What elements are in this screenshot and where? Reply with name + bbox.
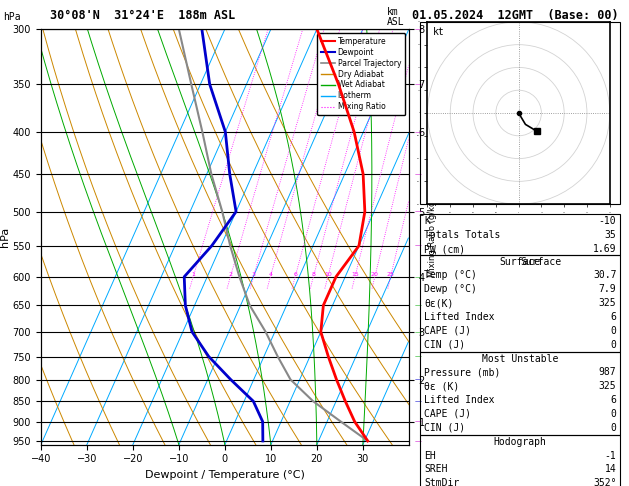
Text: 1.69: 1.69 xyxy=(593,244,616,254)
Text: —: — xyxy=(415,438,422,444)
Text: —: — xyxy=(415,81,422,87)
Text: Surface: Surface xyxy=(520,257,561,267)
Text: 15: 15 xyxy=(351,272,359,277)
Text: —: — xyxy=(415,129,422,135)
Text: -1: -1 xyxy=(604,451,616,461)
Y-axis label: Mixing Ratio (g/kg): Mixing Ratio (g/kg) xyxy=(428,197,437,277)
Text: Most Unstable: Most Unstable xyxy=(482,354,559,364)
Text: Totals Totals: Totals Totals xyxy=(424,230,500,240)
Text: CAPE (J): CAPE (J) xyxy=(424,409,471,419)
Text: CAPE (J): CAPE (J) xyxy=(424,326,471,336)
Text: Hodograph: Hodograph xyxy=(494,437,547,447)
Text: θε (K): θε (K) xyxy=(424,382,459,391)
Text: Lifted Index: Lifted Index xyxy=(424,395,494,405)
Text: Pressure (mb): Pressure (mb) xyxy=(424,367,500,378)
Text: 2: 2 xyxy=(228,272,233,277)
Text: —: — xyxy=(415,274,422,280)
Text: 8: 8 xyxy=(311,272,315,277)
Text: 0: 0 xyxy=(611,409,616,419)
Y-axis label: hPa: hPa xyxy=(0,227,10,247)
Text: 0: 0 xyxy=(611,423,616,433)
Text: 325: 325 xyxy=(599,298,616,308)
Text: 3: 3 xyxy=(252,272,255,277)
Text: 30°08'N  31°24'E  188m ASL: 30°08'N 31°24'E 188m ASL xyxy=(50,9,236,22)
Text: —: — xyxy=(415,171,422,177)
Text: StmDir: StmDir xyxy=(424,478,459,486)
Text: Lifted Index: Lifted Index xyxy=(424,312,494,322)
Text: PW (cm): PW (cm) xyxy=(424,244,465,254)
Text: Dewp (°C): Dewp (°C) xyxy=(424,284,477,295)
Text: 01.05.2024  12GMT  (Base: 00): 01.05.2024 12GMT (Base: 00) xyxy=(412,9,618,22)
Text: —: — xyxy=(415,329,422,335)
Text: —: — xyxy=(415,243,422,249)
Text: 352°: 352° xyxy=(593,478,616,486)
Text: θε(K): θε(K) xyxy=(424,298,454,308)
Text: 6: 6 xyxy=(293,272,297,277)
Text: 987: 987 xyxy=(599,367,616,378)
Text: —: — xyxy=(415,418,422,425)
Text: 35: 35 xyxy=(604,230,616,240)
Text: 20: 20 xyxy=(371,272,379,277)
Text: 30.7: 30.7 xyxy=(593,271,616,280)
Text: 4: 4 xyxy=(269,272,272,277)
Text: —: — xyxy=(415,26,422,32)
Text: —: — xyxy=(415,377,422,382)
Text: 1: 1 xyxy=(191,272,195,277)
Text: —: — xyxy=(415,302,422,309)
Legend: Temperature, Dewpoint, Parcel Trajectory, Dry Adiabat, Wet Adiabat, Isotherm, Mi: Temperature, Dewpoint, Parcel Trajectory… xyxy=(317,33,405,115)
X-axis label: Dewpoint / Temperature (°C): Dewpoint / Temperature (°C) xyxy=(145,470,305,480)
Text: 6: 6 xyxy=(611,395,616,405)
Text: Temp (°C): Temp (°C) xyxy=(424,271,477,280)
Text: 10: 10 xyxy=(324,272,331,277)
Text: CIN (J): CIN (J) xyxy=(424,340,465,350)
Text: —: — xyxy=(415,208,422,215)
Text: 325: 325 xyxy=(599,382,616,391)
Text: 0: 0 xyxy=(611,340,616,350)
Text: hPa: hPa xyxy=(3,12,21,22)
Text: 0: 0 xyxy=(611,326,616,336)
Text: ASL: ASL xyxy=(387,17,404,27)
Text: EH: EH xyxy=(424,451,436,461)
Text: Surface: Surface xyxy=(499,257,541,267)
Text: —: — xyxy=(415,398,422,404)
Text: km: km xyxy=(387,7,399,17)
Text: K: K xyxy=(424,216,430,226)
Text: 14: 14 xyxy=(604,465,616,474)
Text: kt: kt xyxy=(433,27,445,37)
Text: 6: 6 xyxy=(611,312,616,322)
Text: 7.9: 7.9 xyxy=(599,284,616,295)
Text: SREH: SREH xyxy=(424,465,447,474)
Text: -10: -10 xyxy=(599,216,616,226)
Text: —: — xyxy=(415,353,422,360)
Text: 25: 25 xyxy=(387,272,394,277)
Text: CIN (J): CIN (J) xyxy=(424,423,465,433)
